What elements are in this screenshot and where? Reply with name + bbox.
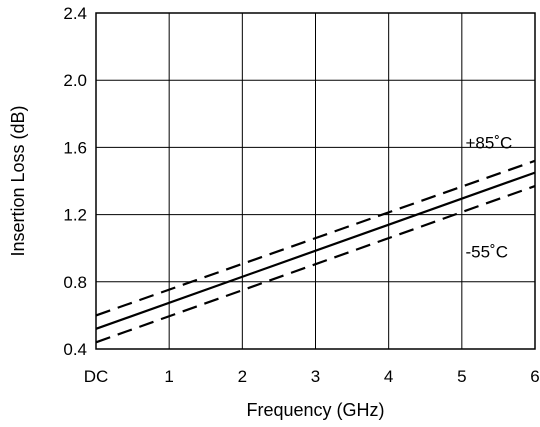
- x-tick-labels: DC 1 2 3 4 5 6: [84, 367, 540, 386]
- x-tick-label: DC: [84, 367, 109, 386]
- x-tick-label: 1: [164, 367, 173, 386]
- annotations: +85˚C -55˚C: [465, 133, 512, 261]
- grid: [96, 13, 535, 349]
- y-tick-label: 2.0: [63, 71, 87, 90]
- dashed-series-line: [95, 185, 536, 344]
- x-tick-label: 5: [457, 367, 466, 386]
- x-tick-label: 3: [311, 367, 320, 386]
- series-annotation: +85˚C: [465, 133, 512, 152]
- x-tick-label: 6: [530, 367, 539, 386]
- y-tick-label: 0.4: [63, 340, 87, 359]
- dashed-series-line: [95, 159, 536, 317]
- x-tick-label: 4: [384, 367, 393, 386]
- y-tick-labels: 0.4 0.8 1.2 1.6 2.0 2.4: [63, 4, 87, 359]
- series-lines: [95, 159, 536, 344]
- y-tick-label: 2.4: [63, 4, 87, 23]
- solid-series-line: [95, 171, 536, 330]
- y-tick-label: 1.6: [63, 138, 87, 157]
- y-tick-label: 0.8: [63, 273, 87, 292]
- plot-frame: [95, 12, 536, 350]
- x-tick-label: 2: [238, 367, 247, 386]
- y-axis-title: Insertion Loss (dB): [8, 105, 28, 256]
- x-axis-title: Frequency (GHz): [246, 400, 384, 420]
- series-annotation: -55˚C: [465, 243, 508, 262]
- y-tick-label: 1.2: [63, 206, 87, 225]
